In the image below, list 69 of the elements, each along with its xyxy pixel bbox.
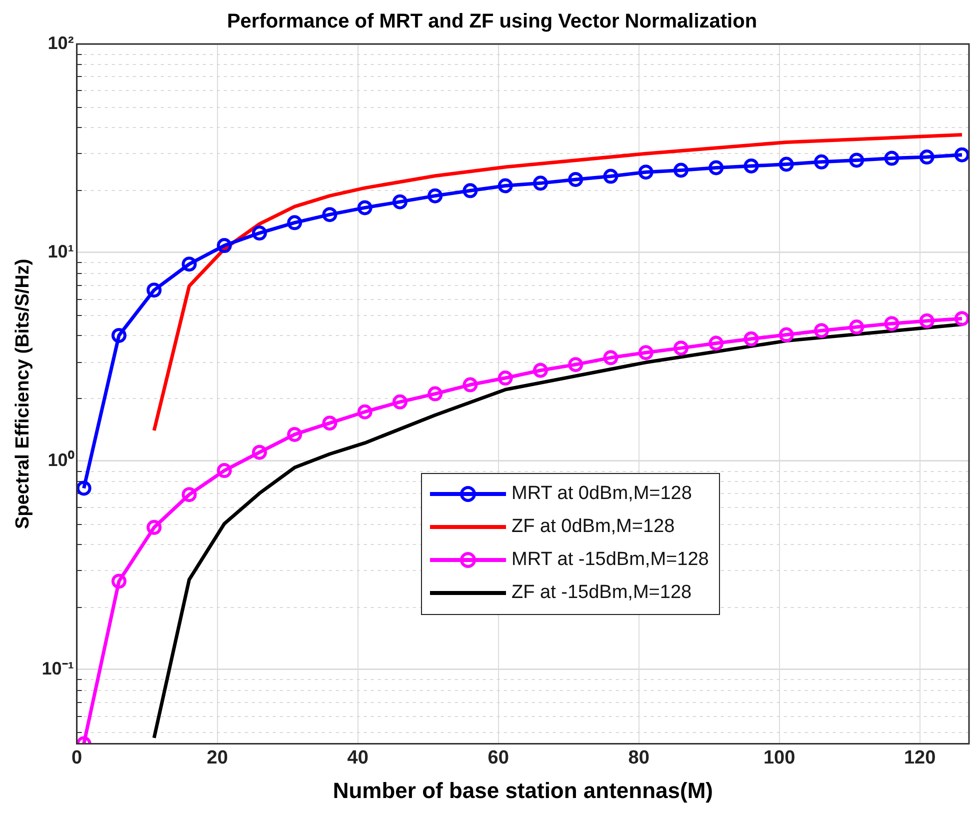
point [252, 226, 267, 241]
point [708, 336, 724, 351]
point [392, 394, 408, 410]
point [603, 350, 618, 366]
point [182, 487, 197, 502]
y-axis-title: Spectral Efficiency (Bits/S/Hz) [12, 258, 34, 530]
point [638, 164, 654, 180]
point [673, 162, 688, 178]
point [111, 328, 126, 343]
point [919, 150, 934, 165]
point [357, 404, 372, 420]
point [392, 194, 408, 210]
point [322, 207, 338, 222]
point [462, 183, 478, 198]
legend-label: MRT at 0dBm,M=128 [512, 483, 692, 506]
point [462, 377, 478, 392]
point [849, 320, 864, 335]
point [428, 188, 443, 204]
point [673, 340, 688, 356]
point [919, 313, 934, 328]
legend-label: ZF at -15dBm,M=128 [512, 582, 692, 604]
point [603, 168, 618, 184]
x-tick-label: 100 [763, 747, 796, 768]
point [744, 158, 759, 174]
x-tick-label: 60 [488, 747, 509, 768]
point [498, 178, 513, 194]
x-tick-label: 40 [347, 747, 368, 768]
point [814, 154, 829, 170]
point [216, 463, 232, 478]
y-tick-label: 10² [48, 32, 74, 53]
point [884, 316, 900, 332]
point [532, 176, 548, 191]
y-tick-label: 10¹ [48, 241, 74, 262]
point [568, 357, 584, 372]
point [884, 150, 900, 166]
legend-label: ZF at 0dBm,M=128 [512, 516, 675, 538]
point [778, 156, 794, 172]
chart-title: Performance of MRT and ZF using Vector Normalization [226, 10, 758, 33]
x-tick-label: 0 [72, 747, 82, 768]
point [428, 386, 443, 402]
point [814, 323, 829, 338]
point [146, 520, 162, 535]
point [849, 152, 864, 168]
point [638, 345, 654, 360]
point [287, 215, 302, 230]
legend-label: MRT at -15dBm,M=128 [512, 549, 709, 572]
point [216, 238, 232, 254]
point [498, 370, 513, 386]
point [532, 362, 548, 378]
point [954, 311, 969, 326]
x-tick-label: 120 [904, 747, 936, 768]
x-tick-label: 20 [206, 747, 228, 768]
point [954, 147, 969, 162]
point [778, 327, 794, 342]
y-tick-label: 10⁻¹ [42, 658, 74, 678]
point [252, 444, 267, 460]
point [322, 416, 338, 431]
x-tick-label: 80 [628, 747, 650, 768]
x-axis-title: Number of base station antennas(M) [332, 778, 713, 803]
point [287, 426, 302, 442]
point [357, 200, 372, 216]
point [76, 480, 92, 496]
point [111, 574, 126, 589]
y-tick-label: 10⁰ [48, 450, 75, 470]
point [146, 282, 162, 298]
point [744, 331, 759, 346]
point [568, 172, 584, 187]
point [182, 256, 197, 272]
point [708, 160, 724, 176]
